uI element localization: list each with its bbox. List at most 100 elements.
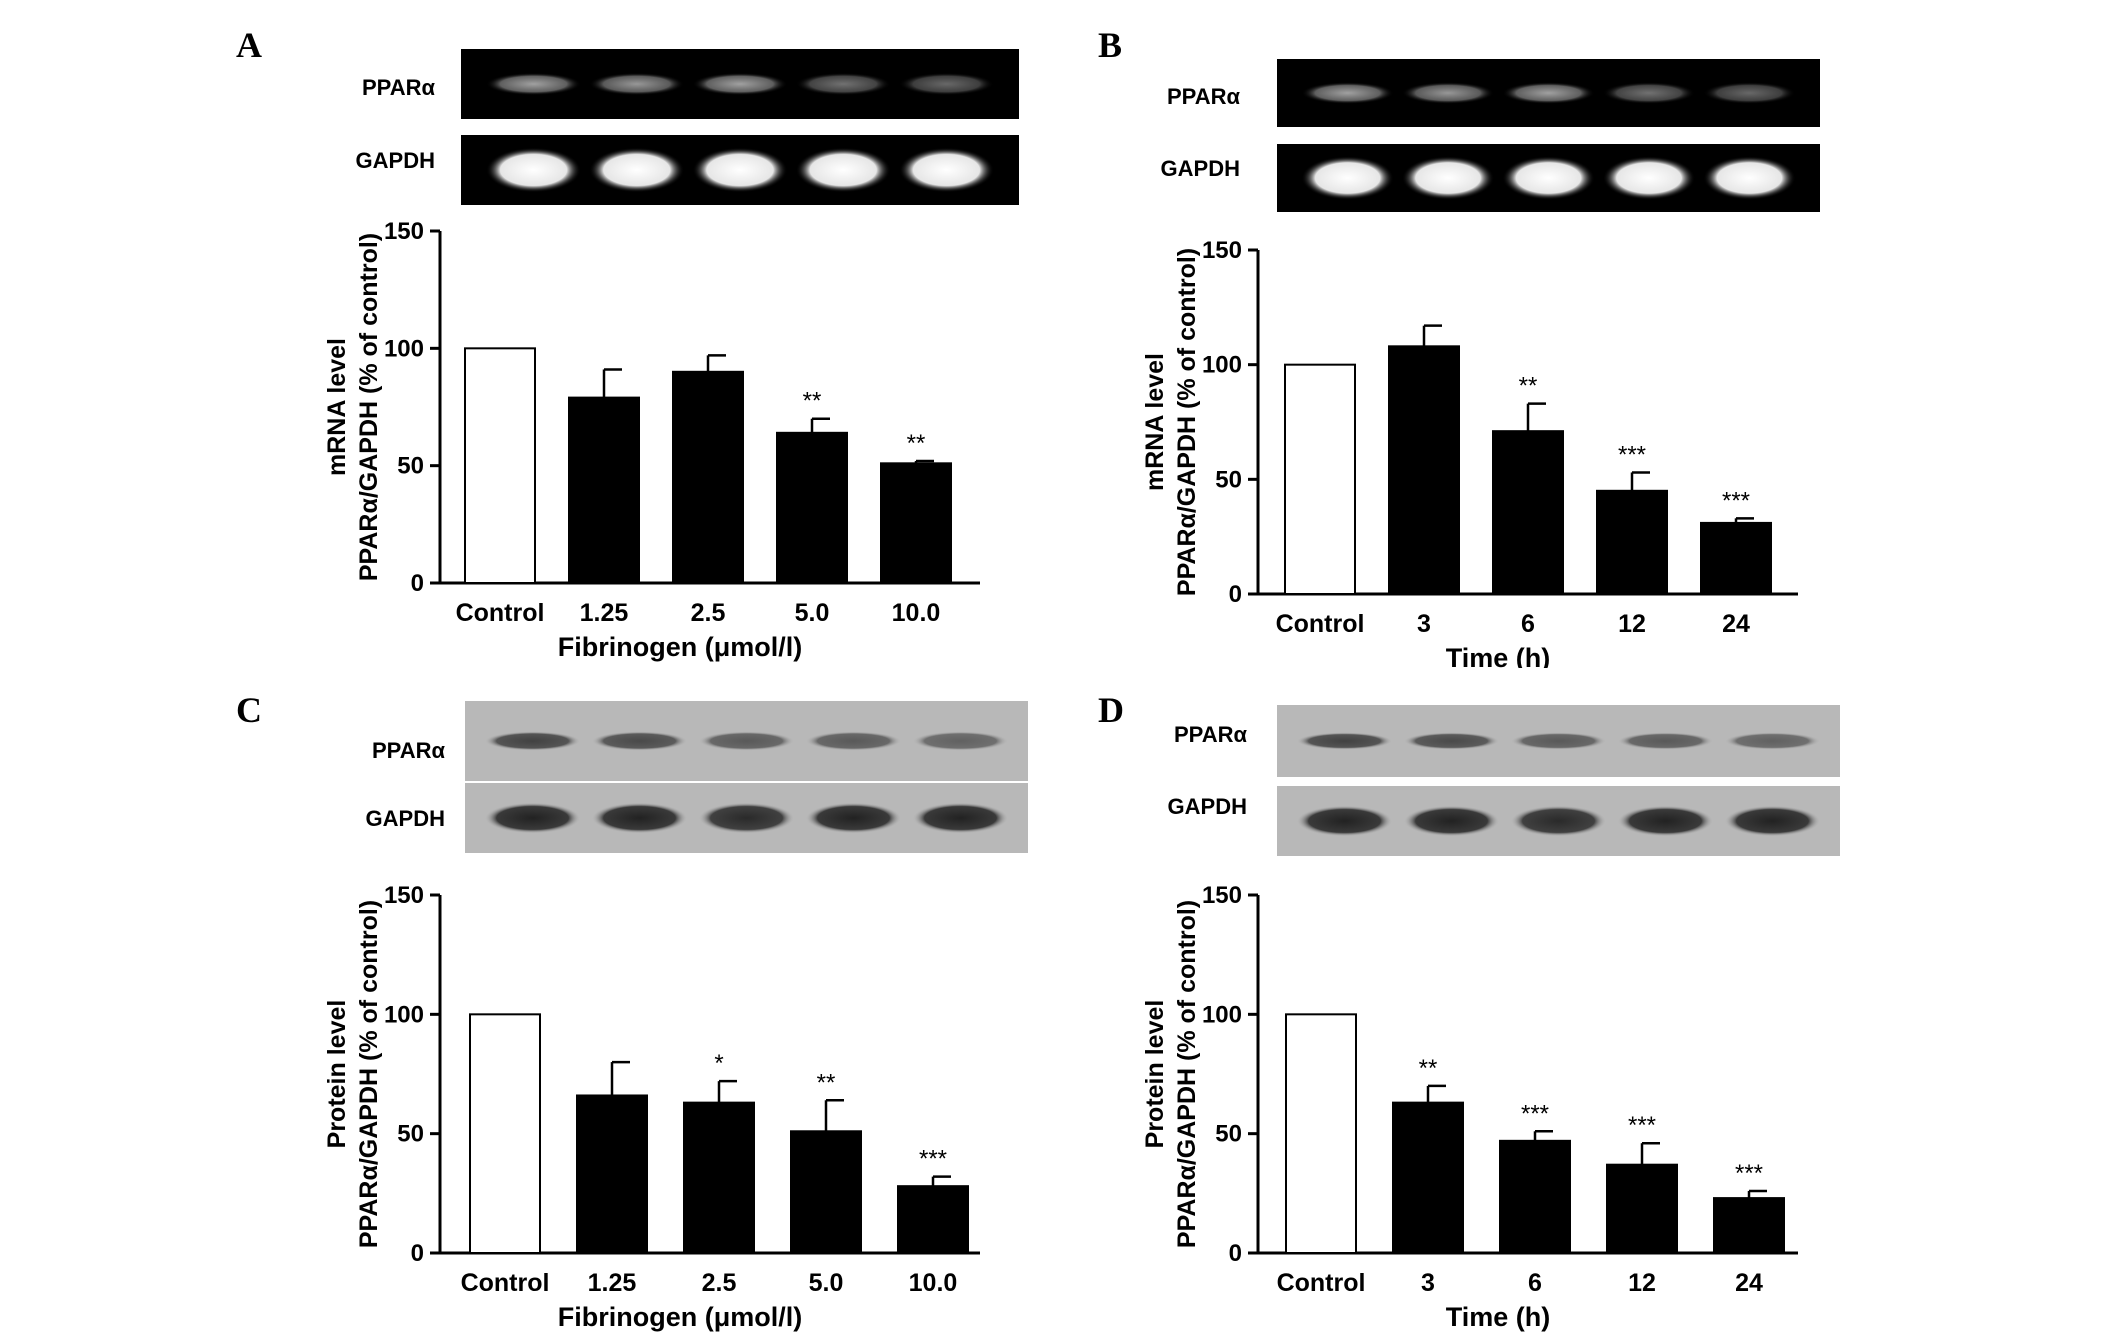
significance-label: ***	[1628, 1112, 1656, 1139]
blot-band	[1510, 805, 1607, 837]
blot-band	[1510, 732, 1607, 750]
blot-band	[805, 802, 902, 834]
y-axis-title: PPARα/GAPDH (% of control)	[355, 900, 383, 1248]
y-tick-label: 0	[1229, 581, 1242, 608]
y-tick-label: 0	[411, 1240, 424, 1267]
bar	[776, 431, 848, 584]
blot-label-ppara: PPARα	[1173, 722, 1247, 747]
blot-band	[591, 731, 688, 751]
blot-band	[698, 802, 795, 834]
y-axis-title: Protein level	[1141, 1000, 1169, 1149]
x-tick-label: Control	[1276, 610, 1365, 638]
x-tick-label: 3	[1417, 610, 1431, 638]
ppara-gel-blot	[461, 49, 1019, 119]
x-tick-label: 12	[1628, 1269, 1656, 1297]
gapdh-western-blot	[1277, 786, 1840, 856]
blot-band	[1724, 732, 1821, 750]
significance-label: **	[907, 430, 926, 457]
blot-band	[1296, 732, 1393, 750]
gel-band	[1703, 156, 1796, 200]
significance-label: *	[714, 1050, 723, 1077]
bar	[568, 396, 640, 585]
x-axis-title: Fibrinogen (μmol/l)	[558, 1302, 803, 1332]
bar-chart-c: 0 50 100 150 Control 1.25 * 2.5 ** 5.0 *** 10.0 Fibr…	[323, 882, 980, 1332]
gel-band	[486, 147, 581, 193]
gel-band	[1703, 82, 1796, 104]
gel-band	[1401, 82, 1495, 104]
blot-band	[1403, 805, 1500, 837]
x-tick-label: 24	[1722, 610, 1750, 638]
y-tick-label: 50	[1215, 466, 1242, 493]
gel-band	[486, 72, 581, 96]
blot-band	[912, 731, 1009, 751]
gel-band	[1502, 156, 1595, 200]
y-tick-label: 150	[1202, 237, 1242, 264]
y-tick-label: 0	[411, 570, 424, 597]
blot-band	[484, 802, 581, 834]
bar	[683, 1101, 755, 1255]
x-tick-label: 5.0	[795, 599, 830, 627]
bar	[1499, 1139, 1571, 1254]
bar	[1713, 1197, 1785, 1255]
blot-label-gapdh: GAPDH	[1167, 794, 1247, 819]
bar	[469, 1013, 541, 1255]
y-axis-title: Protein level	[323, 1000, 351, 1149]
significance-label: ***	[1521, 1100, 1549, 1127]
bar	[1284, 363, 1356, 595]
x-tick-label: 24	[1735, 1269, 1763, 1297]
y-tick-label: 150	[1202, 882, 1242, 909]
x-tick-label: 6	[1521, 610, 1535, 638]
x-tick-label: Control	[461, 1269, 550, 1297]
gel-band	[1401, 156, 1495, 200]
significance-label: **	[817, 1069, 836, 1096]
gel-band	[1301, 156, 1394, 200]
blot-band	[484, 731, 581, 751]
gel-band	[692, 72, 788, 96]
gel-band	[795, 72, 891, 96]
x-axis-title: Time (h)	[1446, 1302, 1551, 1332]
gel-band	[899, 72, 994, 96]
y-tick-label: 50	[1215, 1121, 1242, 1148]
y-tick-label: 0	[1229, 1240, 1242, 1267]
y-axis-title: PPARα/GAPDH (% of control)	[1173, 900, 1201, 1248]
blot-label-gapdh: GAPDH	[1160, 156, 1240, 181]
significance-label: **	[1519, 373, 1538, 400]
ppara-western-blot	[465, 701, 1028, 781]
gel-band	[899, 147, 994, 193]
y-axis-title: PPARα/GAPDH (% of control)	[1173, 248, 1201, 596]
gel-band	[795, 147, 891, 193]
bar	[1392, 1101, 1464, 1255]
gel-band	[1602, 82, 1696, 104]
gapdh-gel-blot	[1277, 144, 1820, 212]
bar	[1285, 1013, 1357, 1255]
y-tick-label: 100	[1202, 352, 1242, 379]
bar	[464, 347, 536, 585]
x-tick-label: 10.0	[892, 599, 941, 627]
bar-chart-b: 0 50 100 150 Control 3 ** 6 *** 12 *** 24 Time (h) mR…	[1141, 237, 1798, 668]
bar	[880, 462, 952, 585]
gel-band	[1502, 82, 1595, 104]
y-tick-label: 150	[384, 218, 424, 245]
y-axis-title: mRNA level	[1141, 353, 1169, 491]
x-tick-label: 2.5	[691, 599, 726, 627]
panel-d: D PPARα GAPDH 0 50 100 150 Control ** 3 *** 6 ***…	[1063, 668, 2126, 1335]
y-axis-title: mRNA level	[323, 338, 351, 476]
x-tick-label: Control	[1277, 1269, 1366, 1297]
x-tick-label: 1.25	[588, 1269, 637, 1297]
panel-a: A PPARα GAPDH 0 50 100 150 Control 1.25 2.5 ** 5…	[0, 0, 1063, 668]
significance-label: ***	[1722, 487, 1750, 514]
blot-label-ppara: PPARα	[361, 75, 435, 100]
x-tick-label: 1.25	[580, 599, 629, 627]
gel-band	[1301, 82, 1394, 104]
gapdh-western-blot	[465, 783, 1028, 853]
ppara-western-blot	[1277, 705, 1840, 777]
significance-label: ***	[919, 1146, 947, 1173]
x-axis-title: Fibrinogen (μmol/l)	[558, 632, 803, 662]
bar-chart-a: 0 50 100 150 Control 1.25 2.5 ** 5.0 ** 10.0 Fibrin…	[323, 218, 980, 662]
panel-letter: C	[236, 690, 262, 730]
bar	[790, 1130, 862, 1254]
gel-band	[692, 147, 788, 193]
bar	[576, 1094, 648, 1255]
x-axis-title: Time (h)	[1446, 643, 1551, 668]
blot-band	[805, 731, 902, 751]
